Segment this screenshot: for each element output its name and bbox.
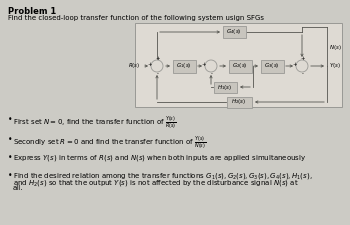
Text: +: + [148, 61, 152, 67]
Text: -: - [211, 72, 213, 76]
FancyBboxPatch shape [135, 23, 342, 107]
Text: $Y(s)$: $Y(s)$ [329, 61, 341, 70]
FancyBboxPatch shape [229, 59, 252, 72]
Text: •: • [8, 171, 13, 180]
Text: •: • [8, 153, 13, 162]
Text: •: • [8, 135, 13, 144]
FancyBboxPatch shape [214, 81, 237, 92]
Circle shape [151, 60, 163, 72]
Text: Express $Y(s)$ in terms of $R(s)$ and $N(s)$ when both inputs are applied simult: Express $Y(s)$ in terms of $R(s)$ and $N… [13, 153, 306, 163]
Text: $H_2(s)$: $H_2(s)$ [231, 97, 247, 106]
Text: all.: all. [13, 185, 23, 191]
Text: $G_4(s)$: $G_4(s)$ [226, 27, 242, 36]
Circle shape [296, 60, 308, 72]
Text: Secondly set $R=0$ and find the transfer function of $\frac{Y(s)}{N(s)}$: Secondly set $R=0$ and find the transfer… [13, 135, 206, 151]
Text: Find the closed-loop transfer function of the following system usign SFGs: Find the closed-loop transfer function o… [8, 15, 264, 21]
Text: $G_2(s)$: $G_2(s)$ [232, 61, 248, 70]
FancyBboxPatch shape [260, 59, 284, 72]
FancyBboxPatch shape [223, 26, 245, 38]
Text: $G_3(s)$: $G_3(s)$ [264, 61, 280, 70]
Text: +: + [301, 56, 305, 61]
Text: +: + [156, 56, 160, 61]
Text: +: + [201, 61, 206, 67]
FancyBboxPatch shape [226, 97, 252, 108]
Text: and $H_2(s)$ so that the output $Y(s)$ is not affected by the disturbance signal: and $H_2(s)$ so that the output $Y(s)$ i… [13, 178, 299, 188]
Text: $H_1(s)$: $H_1(s)$ [217, 83, 233, 92]
Text: Problem 1: Problem 1 [8, 7, 56, 16]
FancyBboxPatch shape [173, 59, 196, 72]
Text: -: - [157, 72, 159, 76]
Text: First set $N=0$, find the transfer function of $\frac{Y(s)}{R(s)}$: First set $N=0$, find the transfer funct… [13, 115, 177, 131]
Text: $G_1(s)$: $G_1(s)$ [176, 61, 192, 70]
Text: $N(s)$: $N(s)$ [329, 43, 342, 52]
Circle shape [205, 60, 217, 72]
Text: •: • [8, 115, 13, 124]
Text: -: - [302, 72, 304, 76]
Text: Find the desired relation among the transfer functions $G_1(s), G_2(s), G_3(s), : Find the desired relation among the tran… [13, 171, 313, 181]
Text: +: + [292, 61, 297, 67]
Text: $R(s)$: $R(s)$ [127, 61, 140, 70]
